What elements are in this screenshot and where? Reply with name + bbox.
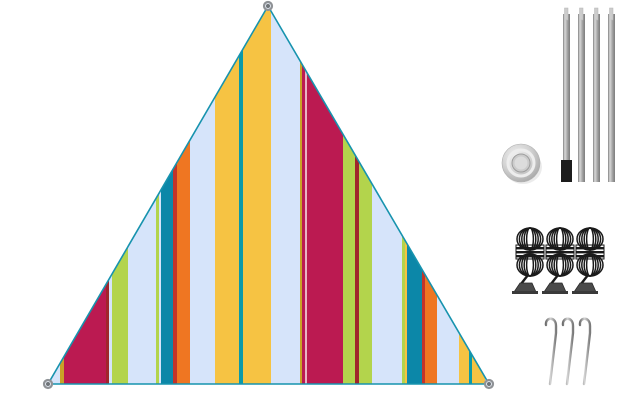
stripe-yellow	[243, 6, 271, 384]
rope-band-frame	[515, 244, 545, 260]
peg-shaft-hook	[578, 317, 592, 386]
rope-loop	[585, 227, 595, 251]
pole-highlight-2	[579, 14, 581, 182]
sail-grommets	[42, 0, 495, 390]
rope-band	[516, 251, 544, 254]
stripe-dark-red	[355, 6, 359, 384]
pole-highlight-4	[609, 14, 611, 182]
rope-loop	[516, 227, 544, 251]
rope-tail	[550, 274, 559, 285]
rope-coil-set	[512, 227, 605, 294]
peg-shaft-hook	[544, 317, 558, 386]
rope-band	[546, 247, 574, 250]
ground-peg-2	[561, 317, 575, 386]
rope-tensioner-base	[542, 291, 568, 294]
rope-loop	[576, 227, 604, 251]
rope-loop	[585, 253, 595, 277]
rope-band	[576, 251, 604, 254]
rope-band-frame	[545, 244, 575, 260]
rope-band	[576, 255, 604, 258]
grommet-apex-hole	[266, 4, 270, 8]
stripe-pale-blue	[271, 6, 300, 384]
pole-shaft-1	[563, 14, 570, 182]
rope-tensioner-cleat	[573, 282, 597, 293]
rope-loop	[518, 227, 542, 251]
stripe-teal	[239, 6, 243, 384]
rope-tail	[580, 274, 589, 285]
pole-highlight-3	[594, 14, 596, 182]
rope-coil-3	[572, 227, 605, 294]
grommet-bottom-left-hole	[46, 382, 50, 386]
rope-loop	[555, 227, 565, 251]
pulley-disc	[501, 143, 542, 184]
rope-tensioner-base	[512, 291, 538, 294]
rope-tensioner-cleat	[543, 282, 567, 293]
rope-loop	[578, 227, 602, 251]
ground-peg-3	[578, 317, 592, 386]
pulley-disc-core	[514, 156, 528, 170]
rope-tensioner-base	[572, 291, 598, 294]
stripe-pink	[305, 6, 307, 384]
rope-tail	[520, 274, 529, 285]
pole-set	[561, 7, 615, 182]
rope-band	[546, 251, 574, 254]
rope-coil-2	[542, 227, 575, 294]
sail-edge-binding	[47, 5, 490, 385]
rope-loop	[525, 227, 535, 251]
pole-shaft-2	[578, 14, 585, 182]
rope-loop	[525, 253, 535, 277]
rope-band	[546, 255, 574, 258]
pole-shaft-4	[608, 14, 615, 182]
rope-loop	[546, 227, 574, 251]
stripe-ochre	[300, 6, 302, 384]
ground-peg-1	[544, 317, 558, 386]
stripe-crimson	[302, 6, 305, 384]
ground-peg-set	[544, 317, 592, 386]
rope-tensioner-cleat	[513, 282, 537, 293]
rope-band-frame	[575, 244, 605, 260]
stripe-pale-blue	[159, 6, 161, 384]
pole-highlight-1	[564, 14, 566, 182]
peg-shaft-hook	[561, 317, 575, 386]
rope-coil-1	[512, 227, 545, 294]
pulley-disc-groove	[506, 148, 536, 178]
rope-band	[576, 247, 604, 250]
rope-band	[516, 255, 544, 258]
grommet-bottom-right-hole	[487, 382, 491, 386]
rope-loop	[555, 253, 565, 277]
stripe-red	[173, 6, 177, 384]
pole-black-cap	[561, 160, 572, 182]
rope-loop	[548, 227, 572, 251]
rope-band	[516, 247, 544, 250]
pole-shaft-3	[593, 14, 600, 182]
